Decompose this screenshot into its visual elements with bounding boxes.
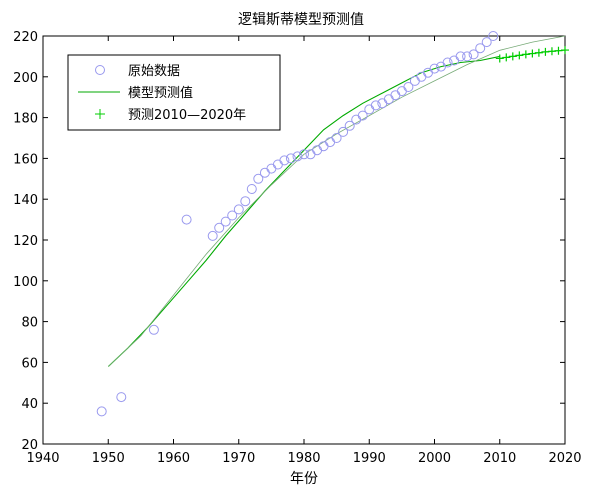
forecast-point <box>521 50 530 59</box>
data-point <box>285 153 296 164</box>
data-point <box>116 392 127 403</box>
chart-title: 逻辑斯蒂模型预测值 <box>238 12 364 28</box>
data-point <box>292 151 303 162</box>
data-point <box>475 43 486 54</box>
data-point <box>481 37 492 48</box>
forecast-point <box>541 47 550 56</box>
series-layer <box>96 31 569 417</box>
data-point <box>279 155 290 166</box>
data-point <box>331 133 342 143</box>
legend-marker-plus <box>95 109 105 119</box>
y-tick-label: 160 <box>13 152 38 167</box>
x-tick-label: 2020 <box>548 451 581 466</box>
data-point <box>240 196 251 207</box>
data-point <box>468 49 479 60</box>
y-tick-label: 20 <box>21 438 38 453</box>
data-point <box>233 204 244 215</box>
forecast-point <box>495 54 504 63</box>
y-tick-label: 140 <box>13 193 38 208</box>
data-point <box>181 214 192 225</box>
data-point <box>220 216 231 227</box>
data-point <box>442 57 453 68</box>
forecast-point <box>515 51 524 60</box>
forecast-point <box>547 47 556 56</box>
legend-label-model: 模型预测值 <box>128 85 193 101</box>
data-point <box>488 31 499 41</box>
x-axis: 1940 1950 1960 1970 1980 1990 2000 2010 2020 <box>26 36 582 466</box>
legend: 原始数据 模型预测值 预测2010—2020年 <box>67 54 281 131</box>
forecast-point <box>502 53 511 62</box>
legend-label-original-data: 原始数据 <box>128 64 180 79</box>
data-point <box>246 184 257 194</box>
x-tick-label: 1960 <box>157 451 190 466</box>
y-tick-label: 40 <box>21 397 38 412</box>
y-tick-label: 80 <box>21 316 38 331</box>
x-axis-label: 年份 <box>290 471 318 487</box>
data-point <box>370 100 381 111</box>
x-tick-label: 1940 <box>26 451 59 466</box>
y-tick-label: 220 <box>13 30 38 45</box>
y-tick-label: 60 <box>21 356 38 371</box>
data-point <box>455 51 466 62</box>
data-point <box>299 149 309 160</box>
data-point <box>96 406 107 417</box>
x-tick-label: 1980 <box>287 451 320 466</box>
data-point <box>429 63 440 74</box>
data-point <box>227 210 238 221</box>
data-point <box>253 173 264 184</box>
data-point <box>462 51 473 62</box>
x-tick-label: 2000 <box>418 451 451 466</box>
y-tick-label: 120 <box>13 234 38 249</box>
y-axis: 20 40 60 80 100 120 140 160 180 200 220 <box>13 30 565 453</box>
x-tick-label: 1970 <box>222 451 255 466</box>
forecast-point <box>534 48 543 57</box>
data-point <box>207 230 218 241</box>
data-point <box>338 126 349 137</box>
data-point <box>357 110 368 121</box>
forecast-point <box>561 46 569 55</box>
x-tick-label: 2010 <box>483 451 516 466</box>
y-tick-label: 100 <box>13 275 38 290</box>
x-tick-label: 1950 <box>92 451 125 466</box>
data-point <box>214 222 225 233</box>
legend-label-forecast: 预测2010—2020年 <box>128 108 246 123</box>
data-point <box>148 324 159 335</box>
forecast-point <box>528 49 537 58</box>
forecast-point <box>554 46 563 55</box>
data-point <box>344 120 355 131</box>
y-tick-label: 200 <box>13 71 38 86</box>
forecast-point <box>508 52 517 61</box>
data-point <box>403 82 414 92</box>
y-tick-label: 180 <box>13 112 38 127</box>
legend-marker-circle <box>95 65 105 75</box>
x-tick-label: 1990 <box>353 451 386 466</box>
